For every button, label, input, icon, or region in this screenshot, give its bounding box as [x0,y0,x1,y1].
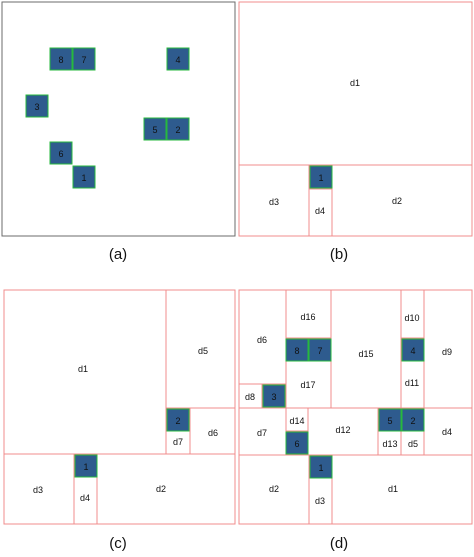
region-c-d2 [96,453,236,525]
block-d-4-label: 4 [410,346,415,356]
panel-c: 2 1 d1 d5 d6 d7 d3 d4 d2 (c) [3,289,236,552]
caption-c: (c) [109,535,127,552]
region-c-d5-label: d5 [198,346,208,356]
caption-a: (a) [109,246,127,263]
region-b-d4-label: d4 [315,206,325,216]
block-1-label: 1 [81,173,86,183]
region-d-d5-label: d5 [408,439,418,449]
block-b-1: 1 [309,165,333,189]
block-d-6-label: 6 [294,439,299,449]
block-1-box [72,165,96,189]
region-d-d7-label: d7 [257,428,267,438]
region-d-d10-label: d10 [404,313,419,323]
block-d-6-box [285,431,309,455]
block-d-8-box [285,338,309,362]
block-d-6: 6 [285,431,309,455]
block-d-1-label: 1 [318,463,323,473]
block-7-label: 7 [81,55,86,65]
block-d-4: 4 [401,338,425,362]
block-7-box [72,47,96,71]
panel-b: 1 d1 d2 d3 d4 (b) [238,1,473,263]
region-d-d12-label: d12 [335,425,350,435]
region-d-d17-label: d17 [300,380,315,390]
region-d-d6-label: d6 [257,335,267,345]
block-2-label: 2 [175,125,180,135]
block-8-label: 8 [58,55,63,65]
region-b-d2-label: d2 [392,196,402,206]
region-c-d7-label: d7 [173,437,183,447]
region-c-d3-label: d3 [33,485,43,495]
region-b-d2 [331,164,473,237]
block-c-2-box [166,408,190,432]
panel-a-frame [1,1,236,237]
block-2-box [166,117,190,141]
caption-b: (b) [330,246,348,263]
region-c-d1-label: d1 [78,364,88,374]
block-4: 4 [166,47,190,71]
block-d-8: 8 [285,338,309,362]
block-3-box [25,94,49,118]
block-d-2: 2 [401,408,425,432]
block-d-5: 5 [378,408,402,432]
region-d-d1 [331,454,473,525]
block-4-label: 4 [175,55,180,65]
block-8-box [49,47,73,71]
block-c-1: 1 [74,454,98,478]
block-d-1: 1 [309,455,333,479]
block-d-5-box [378,408,402,432]
block-d-4-box [401,338,425,362]
block-d-2-box [401,408,425,432]
block-c-1-box [74,454,98,478]
block-d-3: 3 [262,384,286,408]
block-5: 5 [143,117,167,141]
region-d-d14-label: d14 [289,416,304,426]
region-d-d4-label: d4 [442,427,452,437]
block-1: 1 [72,165,96,189]
region-d-d15-label: d15 [358,349,373,359]
block-d-7-box [308,338,332,362]
region-d-d3-label: d3 [315,496,325,506]
region-b-d3-label: d3 [269,197,279,207]
block-4-box [166,47,190,71]
region-b-d1-label: d1 [350,78,360,88]
block-c-2: 2 [166,408,190,432]
region-d-d8-label: d8 [245,392,255,402]
panel-a: 8 7 4 3 5 2 6 1 (a) [1,1,236,263]
block-3-label: 3 [34,102,39,112]
block-d-3-label: 3 [271,392,276,402]
block-5-label: 5 [152,125,157,135]
region-d-d11-label: d11 [405,378,419,388]
block-6-box [49,141,73,165]
block-5-box [143,117,167,141]
block-d-5-label: 5 [387,416,392,426]
block-d-3-box [262,384,286,408]
block-6-label: 6 [58,149,63,159]
region-d-d16-label: d16 [300,312,315,322]
block-c-1-label: 1 [83,462,88,472]
region-c-d6-label: d6 [208,428,218,438]
block-8: 8 [49,47,73,71]
block-2: 2 [166,117,190,141]
block-b-1-box [309,165,333,189]
block-b-1-label: 1 [318,173,323,183]
region-d-d9-label: d9 [442,347,452,357]
block-d-7-label: 7 [317,346,322,356]
block-d-8-label: 8 [294,346,299,356]
block-d-2-label: 2 [410,416,415,426]
caption-d: (d) [330,535,348,552]
region-d-d1-label: d1 [388,484,398,494]
block-7: 7 [72,47,96,71]
block-6: 6 [49,141,73,165]
block-3: 3 [25,94,49,118]
panel-d: 8 7 4 3 5 2 6 1 d6 d16 [238,289,473,552]
region-c-d2-label: d2 [156,484,166,494]
block-c-2-label: 2 [175,416,180,426]
block-d-1-box [309,455,333,479]
block-d-7: 7 [308,338,332,362]
region-d-d2-label: d2 [269,484,279,494]
region-c-d4-label: d4 [80,493,90,503]
region-d-d13-label: d13 [382,439,397,449]
